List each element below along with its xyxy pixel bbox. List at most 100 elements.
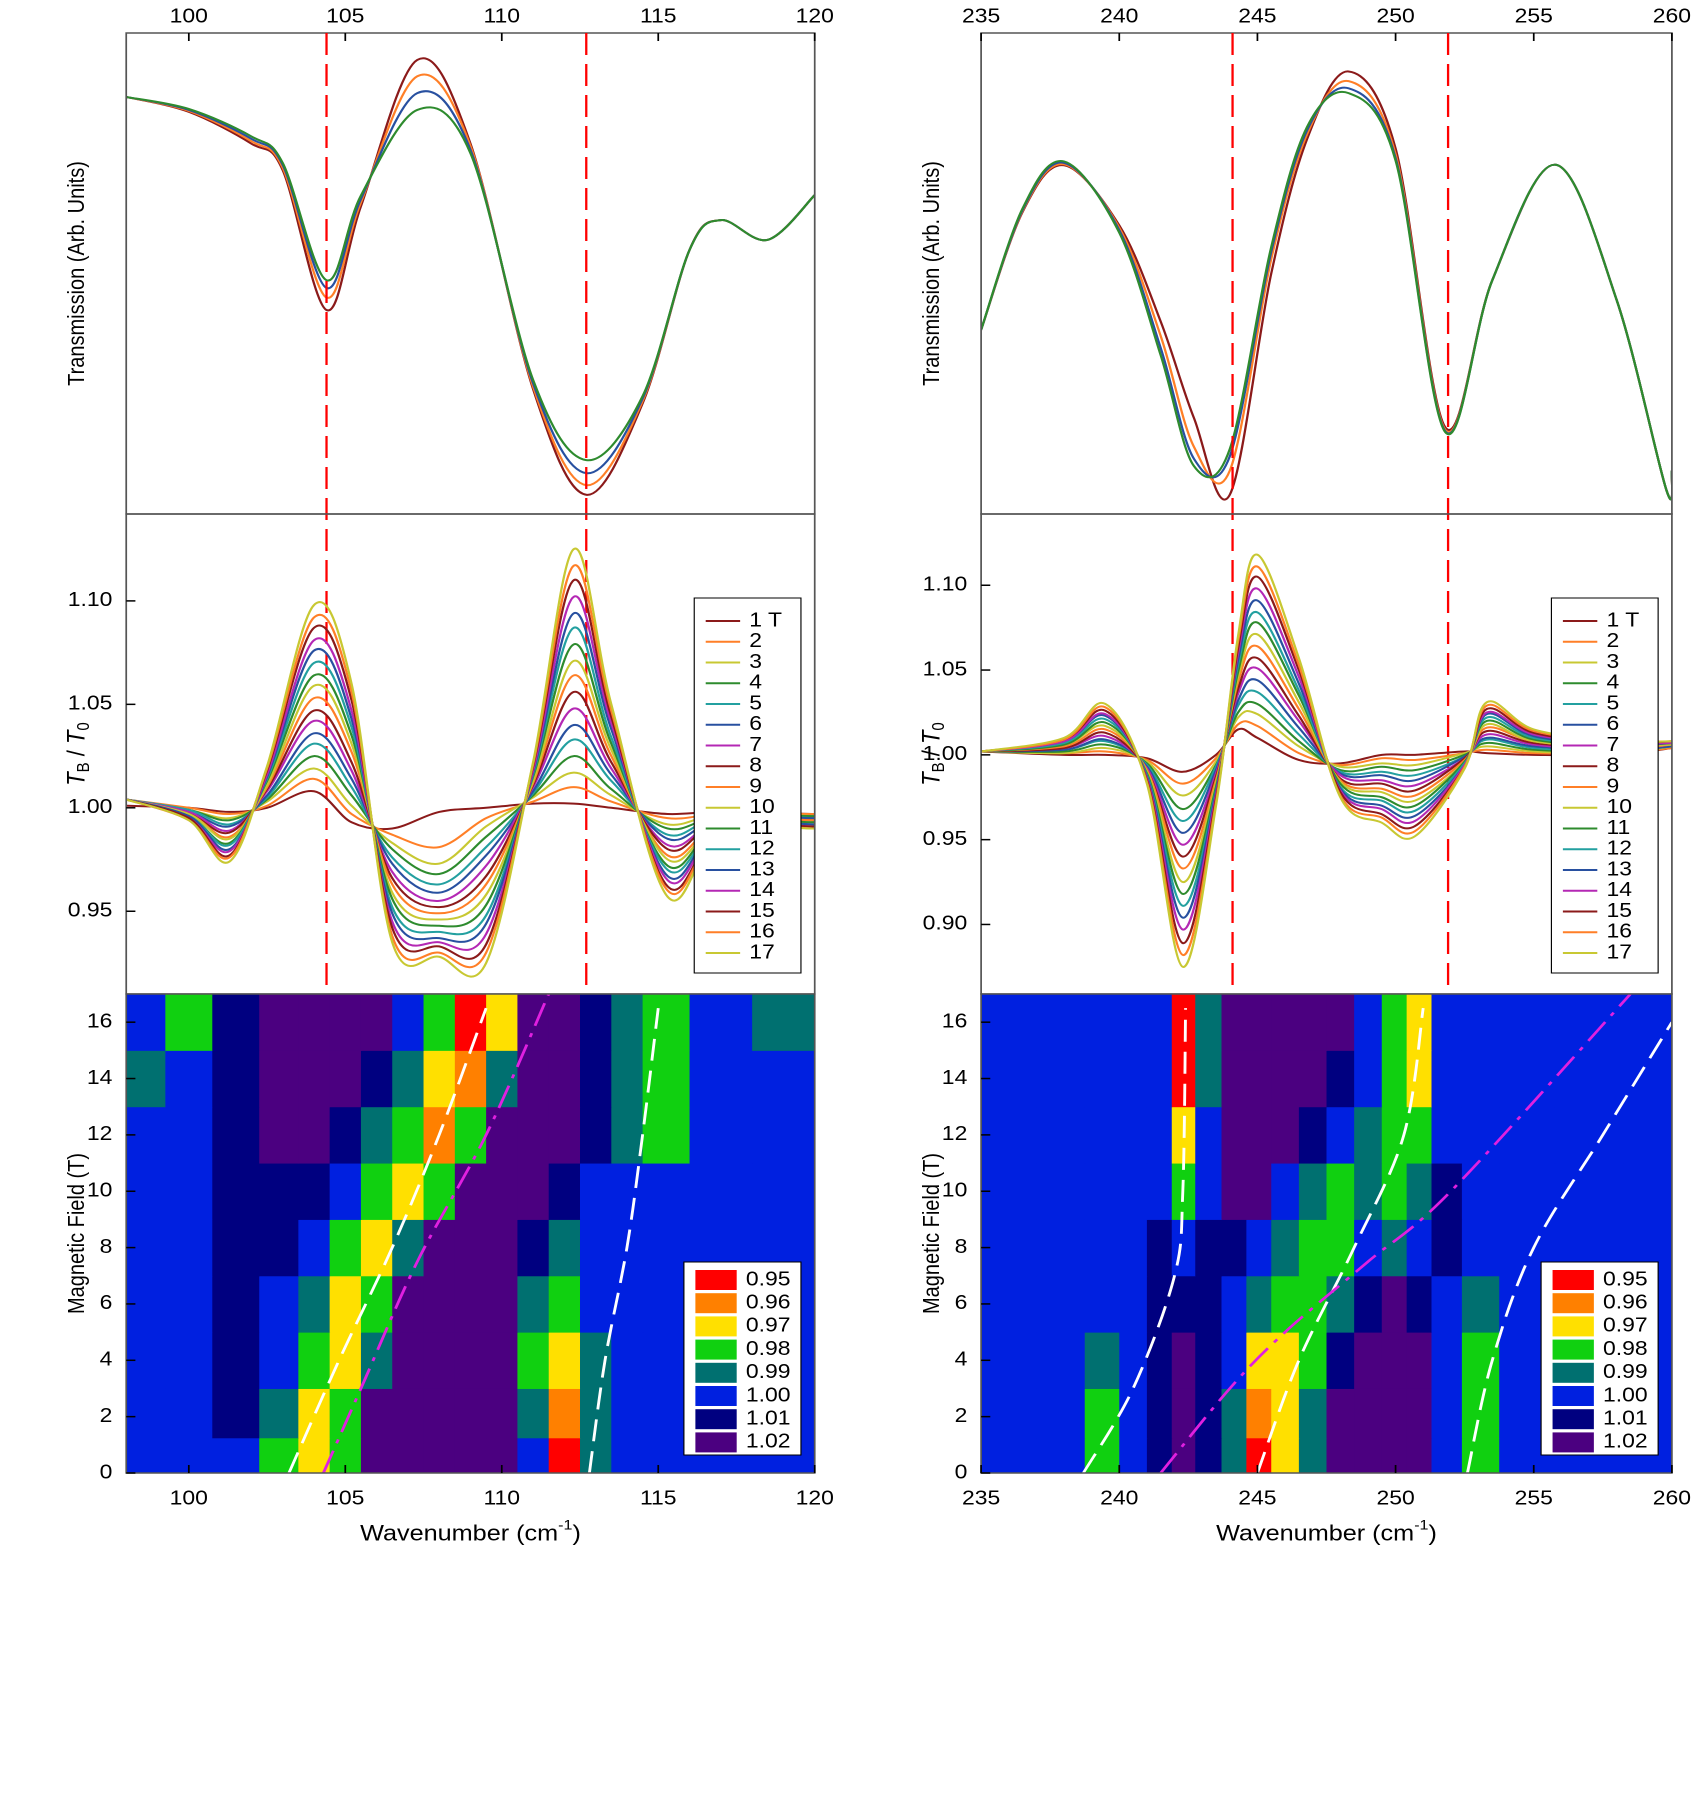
contour-cell [1431, 1106, 1463, 1164]
series-line [126, 767, 815, 865]
fit-line [1256, 1007, 1425, 1473]
contour-cell [1326, 1275, 1355, 1333]
legend-label: 0.96 [1603, 1291, 1648, 1313]
legend-swatch [1552, 1293, 1594, 1314]
contour-cell [1381, 1050, 1408, 1108]
contour-cell [1036, 1163, 1086, 1220]
y-axis-label-part: 0 [929, 722, 948, 730]
contour-cell [1623, 1050, 1672, 1108]
contour-cell [1146, 1332, 1173, 1389]
contour-cell [1298, 1437, 1328, 1473]
contour-cell [126, 1388, 166, 1439]
y-axis-label-part: T [918, 729, 946, 744]
contour-cell [1195, 1275, 1223, 1333]
plot-area [126, 57, 815, 496]
contour-cell [981, 1332, 1037, 1389]
contour-cell [1195, 994, 1223, 1051]
contour-cell [1431, 1050, 1463, 1108]
contour-cell [1326, 994, 1355, 1051]
contour-cell [1084, 1332, 1120, 1389]
contour-cell [212, 1106, 260, 1164]
legend-label: 3 [749, 650, 762, 672]
contour-cell [392, 1219, 425, 1277]
contour-cell [1146, 1219, 1173, 1277]
x-tick-label: 120 [796, 5, 834, 27]
x-tick-label: 100 [170, 5, 208, 27]
contour-cell [642, 1332, 691, 1389]
contour-cell [392, 1332, 425, 1389]
legend-label: 10 [749, 795, 775, 817]
contour-cell [1499, 1106, 1556, 1164]
contour-cell [580, 1050, 612, 1108]
y-axis-label: TB / T0 [63, 722, 93, 786]
contour-cell [1036, 1332, 1086, 1389]
y-axis-label-part: T [63, 729, 91, 744]
y-tick-label: 10 [942, 1179, 968, 1201]
legend-label: 14 [749, 878, 775, 900]
contour-cell [1298, 1050, 1328, 1108]
y-tick-label: 8 [955, 1235, 968, 1257]
contour-cell [1298, 1388, 1328, 1439]
legend-swatch [1552, 1316, 1594, 1337]
x-tick-label: 250 [1376, 1487, 1414, 1509]
contour-cell [212, 1163, 260, 1220]
contour-cell [981, 1437, 1037, 1473]
contour-cell [1119, 1437, 1148, 1473]
contour-cell [1271, 1050, 1300, 1108]
x-axis-label: Wavenumber (cm-1) [360, 1518, 581, 1547]
contour-cell [1381, 1275, 1408, 1333]
series-line [981, 90, 1672, 501]
contour-cell [1084, 1219, 1120, 1277]
x-tick-label: 250 [1376, 5, 1414, 27]
contour-cell [548, 1388, 581, 1439]
contour-cell [1354, 1163, 1383, 1220]
contour-cell [329, 1163, 362, 1220]
legend-label: 14 [1606, 878, 1632, 900]
series-line [126, 73, 815, 487]
y-tick-label: 1.10 [923, 573, 968, 595]
contour-cell [1146, 1388, 1173, 1439]
contour-cell [259, 994, 299, 1051]
contour-cell [1354, 1332, 1383, 1389]
contour-cell [1221, 1388, 1247, 1439]
contour-cell [1171, 1388, 1196, 1439]
legend-label: 9 [1606, 775, 1619, 797]
legend-swatch [695, 1386, 737, 1406]
contour-cell [517, 1275, 550, 1333]
legend-swatch [695, 1270, 737, 1290]
contour-cell [1461, 994, 1500, 1051]
y-tick-label: 0.90 [923, 912, 968, 934]
contour-cell [298, 994, 331, 1051]
contour-cell [165, 1163, 213, 1220]
contour-cell [1461, 1388, 1500, 1439]
x-tick-label: 105 [326, 5, 364, 27]
contour-cell [1431, 1388, 1463, 1439]
legend-label: 5 [1606, 692, 1619, 714]
contour-cell [1146, 1437, 1173, 1473]
legend-label: 5 [749, 692, 762, 714]
contour-cell [486, 1275, 518, 1333]
contour-cell [981, 1050, 1037, 1108]
legend-label: 17 [749, 941, 775, 963]
contour-cell [548, 1219, 581, 1277]
y-axis-label: TB / T0 [918, 722, 948, 786]
contour-cell [1221, 1275, 1247, 1333]
contour-cell [1146, 994, 1173, 1051]
contour-cell [611, 1050, 644, 1108]
fit-line [1159, 994, 1632, 1473]
contour-cell [212, 1332, 260, 1389]
contour-cell [1326, 1437, 1355, 1473]
contour-cell [360, 1106, 393, 1164]
y-tick-label: 12 [942, 1123, 968, 1145]
legend-label: 11 [749, 816, 773, 838]
contour-cell [1298, 994, 1328, 1051]
contour-cell [1221, 1163, 1247, 1220]
contour-cell [1431, 994, 1463, 1051]
contour-cell [642, 1275, 691, 1333]
contour-cell [1036, 994, 1086, 1051]
contour-cell [486, 1219, 518, 1277]
contour-cell [360, 1388, 393, 1439]
legend-label: 0.95 [1603, 1268, 1648, 1290]
contour-cell [259, 1275, 299, 1333]
